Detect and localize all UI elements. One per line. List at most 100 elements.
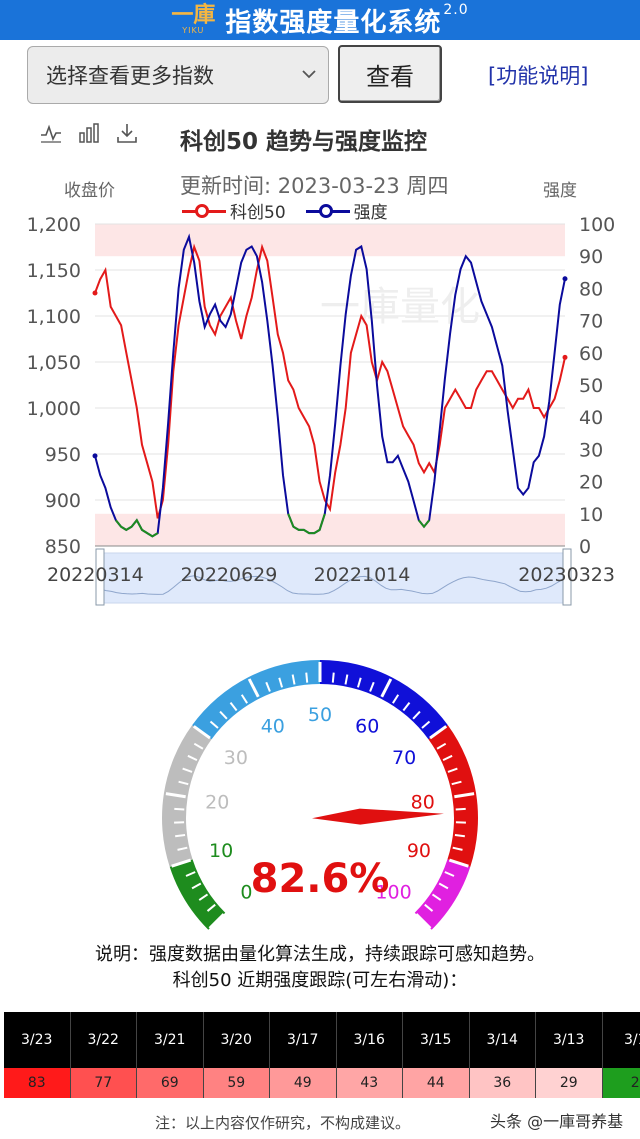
gauge-tick-label: 100 (375, 882, 411, 904)
y-left-tick: 850 (45, 536, 81, 558)
history-cell: 3/23 83 (4, 1012, 71, 1098)
chart-toolbox (40, 122, 138, 144)
gauge-tick (392, 694, 400, 704)
history-value: 83 (4, 1068, 70, 1098)
x-tick-label: 20221014 (314, 564, 411, 586)
history-cell: 3/12 (602, 1012, 640, 1098)
gauge-tick (442, 754, 453, 761)
legend-swatch-strength (305, 203, 350, 218)
logo-subtext: YIKU (182, 25, 205, 35)
app-version: 2.0 (443, 1, 469, 18)
history-date: 3/17 (270, 1012, 336, 1068)
zoom-preview-line (100, 575, 568, 595)
gauge-tick (171, 858, 192, 868)
gauge-segment-1 (162, 725, 212, 867)
disclaimer: 注：以上内容仅作研究，不构成建议。 (155, 1114, 411, 1132)
view-button[interactable]: 查看 (338, 45, 442, 103)
gauge-tick (344, 674, 349, 685)
history-value: 2 (602, 1068, 640, 1098)
history-strip[interactable]: 3/23 83 3/22 77 3/21 69 3/20 59 3/17 49 3/16 43 3/15… (4, 1012, 640, 1098)
gauge-tick (191, 882, 202, 890)
series-point (92, 453, 98, 459)
gauge-segment-5 (414, 859, 471, 930)
gauge-tick-label: 0 (240, 882, 252, 904)
index-select-value: 选择查看更多指数 (46, 64, 214, 88)
gauge-tick (331, 672, 335, 683)
gauge-tick (229, 702, 238, 712)
y-left-tick: 950 (45, 444, 81, 466)
history-cell: 3/15 44 (403, 1012, 470, 1098)
y-right-tick: 80 (579, 278, 603, 300)
gauge-tick (431, 893, 442, 901)
index-select[interactable]: 选择查看更多指数 (27, 46, 329, 104)
gauge-tick (206, 903, 216, 912)
history-date: 3/23 (4, 1012, 70, 1068)
history-value: 43 (336, 1068, 402, 1098)
zoom-handle-right[interactable] (562, 548, 572, 606)
gauge-tick-label: 90 (407, 840, 431, 862)
history-date: 3/21 (137, 1012, 203, 1068)
y-right-tick: 40 (579, 407, 603, 429)
gauge-tick-label: 30 (224, 747, 248, 769)
gauge-tick (209, 720, 219, 729)
history-date: 3/16 (336, 1012, 402, 1068)
gauge-tick (192, 725, 211, 740)
gauge-tick (240, 694, 248, 704)
history-cell: 3/22 77 (70, 1012, 137, 1098)
y-axis-right-label: 强度 (543, 181, 577, 201)
gauge-tick (175, 834, 186, 838)
history-cell: 3/21 69 (137, 1012, 204, 1098)
gauge-pointer (312, 808, 444, 825)
gauge-tick-label: 20 (205, 792, 229, 814)
zoom-handle-left[interactable] (95, 548, 105, 606)
gauge-segment-2 (192, 660, 320, 740)
gauge-tick (454, 834, 465, 838)
gauge-tick (185, 871, 196, 877)
bar-chart-icon[interactable] (78, 122, 100, 144)
legend-item-price[interactable]: 科创50 (182, 198, 286, 223)
gauge-tick-label: 50 (308, 704, 332, 726)
legend-swatch-price (182, 203, 226, 218)
y-right-tick: 30 (579, 439, 603, 461)
y-left-tick: 1,100 (27, 306, 81, 328)
strength-low-segment (115, 513, 430, 538)
series-point (562, 354, 568, 360)
y-left-tick: 900 (45, 490, 81, 512)
gauge-tick (193, 742, 204, 750)
gauge-tick (174, 807, 185, 811)
app-logo: 一庫 YIKU (171, 4, 215, 35)
gauge-tick (182, 767, 193, 773)
trend-chart[interactable]: 850 900 950 1,000 1,050 1,100 1,150 1,200 0 10 20 3… (0, 208, 640, 608)
history-cell: 3/17 49 (270, 1012, 337, 1098)
chevron-down-icon (300, 65, 318, 83)
series-point (562, 276, 568, 282)
help-link[interactable]: [功能说明] (488, 64, 589, 88)
history-date: 3/1 (602, 1012, 640, 1068)
x-tick-label: 20220629 (181, 564, 278, 586)
y-right-tick: 50 (579, 375, 603, 397)
update-time: 更新时间: 2023-03-23 周四 (180, 174, 449, 198)
y-right-tick: 0 (579, 536, 591, 558)
gauge-tick (356, 677, 362, 688)
legend-item-strength[interactable]: 强度 (305, 198, 388, 223)
gauge-tick-label: 80 (411, 792, 435, 814)
gauge-tick (438, 882, 449, 890)
gauge-tick-label: 10 (209, 840, 233, 862)
zoom-slider-track[interactable] (100, 552, 568, 604)
gauge-tick (429, 725, 448, 740)
y-right-tick: 100 (579, 214, 615, 236)
gauge-tick (178, 780, 189, 786)
gauge-tick (402, 702, 411, 712)
y-left-tick: 1,050 (27, 352, 81, 374)
gauge-tick (369, 681, 375, 692)
gauge-tick (424, 903, 434, 912)
gauge-tick-label: 40 (261, 715, 285, 737)
gauge-tick (412, 710, 421, 720)
gauge-segment-4 (428, 725, 479, 867)
gauge-tick-label: 70 (392, 747, 416, 769)
download-icon[interactable] (116, 122, 138, 144)
line-chart-icon[interactable] (40, 122, 62, 144)
gauge-tick (436, 742, 447, 750)
series-point (92, 290, 98, 296)
